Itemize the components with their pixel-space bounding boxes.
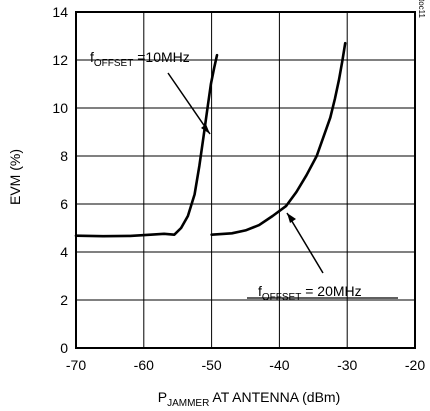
- series-line-1: [76, 55, 217, 236]
- y-tick-label: 10: [52, 100, 68, 116]
- x-tick-label: -50: [201, 357, 221, 373]
- annotation-10mhz-sub: OFFSET: [94, 58, 133, 69]
- x-axis-title-p: P: [158, 389, 167, 405]
- annotation-20mhz-rest: = 20MHz: [301, 283, 361, 299]
- y-tick-label: 14: [52, 4, 68, 20]
- annotation-10mhz-arrowhead: [201, 124, 210, 134]
- y-tick-label: 6: [60, 196, 68, 212]
- figure-id: MAX2839 toc11: [417, 0, 426, 19]
- series-line-2: [212, 43, 346, 235]
- x-axis-title-rest: AT ANTENNA (dBm): [209, 389, 340, 405]
- y-tick-label: 0: [60, 340, 68, 356]
- x-tick-label: -40: [269, 357, 289, 373]
- y-tick-label: 4: [60, 244, 68, 260]
- x-axis-title: PJAMMER AT ANTENNA (dBm): [158, 389, 341, 409]
- annotation-20mhz-arrowhead: [287, 213, 296, 223]
- x-tick-label: -30: [337, 357, 357, 373]
- annotation-10mhz: fOFFSET =10MHz: [90, 49, 190, 69]
- x-tick-label: -60: [134, 357, 154, 373]
- x-axis-title-sub: JAMMER: [167, 398, 209, 409]
- annotation-20mhz-leader: [287, 213, 323, 273]
- series-group: [76, 43, 345, 236]
- y-axis-title: EVM (%): [7, 149, 23, 205]
- annotation-10mhz-leader: [168, 73, 210, 134]
- y-tick-label: 12: [52, 52, 68, 68]
- x-tick-label: -20: [405, 357, 425, 373]
- y-tick-label: 2: [60, 292, 68, 308]
- y-tick-label: 8: [60, 148, 68, 164]
- x-tick-label: -70: [66, 357, 86, 373]
- annotation-10mhz-rest: =10MHz: [133, 49, 189, 65]
